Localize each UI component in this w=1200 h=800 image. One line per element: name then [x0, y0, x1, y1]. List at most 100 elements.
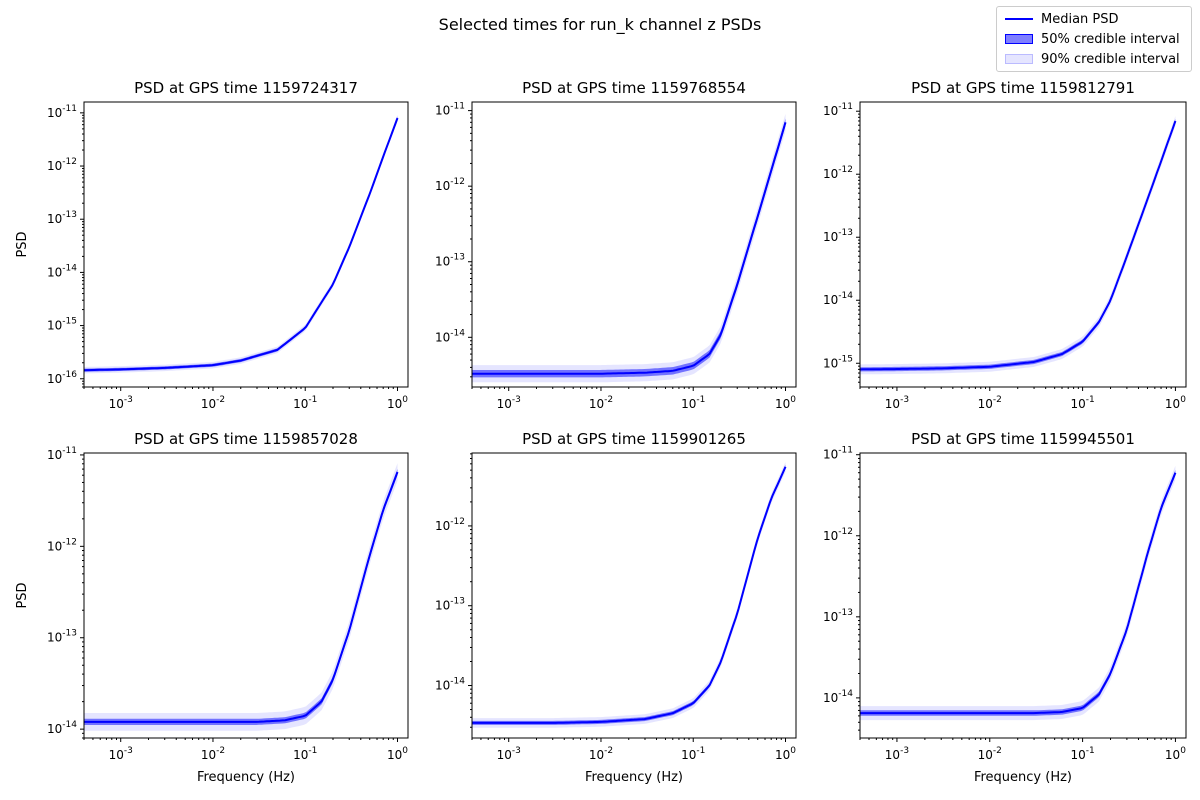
- x-tick-label: 10-1: [1070, 746, 1094, 762]
- y-tick-label: 10-14: [435, 328, 465, 344]
- x-tick-label: 100: [775, 395, 796, 411]
- y-tick-label: 10-13: [47, 629, 77, 645]
- median-psd-line: [472, 122, 787, 375]
- x-tick-label: 100: [1165, 395, 1186, 411]
- y-tick-label: 10-14: [823, 689, 853, 705]
- y-tick-label: 10-13: [435, 253, 465, 269]
- median-psd-line: [84, 117, 399, 372]
- y-tick-label: 10-11: [435, 102, 465, 118]
- y-tick-label: 10-14: [823, 291, 853, 307]
- ci50-band: [472, 118, 786, 378]
- subplot-3: 10-3 10-2 10-1 100 10-15 10-14 10-13 10-12 10-11…: [823, 79, 1187, 411]
- ci50-swatch: [1005, 34, 1033, 44]
- ci50-band: [860, 118, 1176, 372]
- y-tick-label: 10-13: [435, 597, 465, 613]
- ci50-band: [84, 469, 398, 725]
- x-tick-label: 10-1: [293, 395, 317, 411]
- x-tick-label: 10-3: [885, 746, 909, 762]
- x-tick-label: 10-3: [497, 746, 521, 762]
- y-tick-label: 10-12: [47, 537, 77, 553]
- x-tick-label: 10-1: [293, 746, 317, 762]
- y-tick-label: 10-13: [47, 210, 77, 226]
- y-tick-label: 10-12: [435, 177, 465, 193]
- subplot-title: PSD at GPS time 1159812791: [911, 79, 1135, 97]
- y-tick-label: 10-16: [47, 370, 77, 386]
- x-axis-label: Frequency (Hz): [585, 770, 683, 785]
- y-tick-label: 10-15: [47, 317, 77, 333]
- ci50-band: [472, 464, 786, 725]
- subplot-5: 10-3 10-2 10-1 100 10-14 10-13 10-12 PSD at GPS…: [435, 430, 797, 785]
- x-tick-label: 10-2: [589, 746, 613, 762]
- y-tick-label: 10-11: [823, 102, 853, 118]
- figure-suptitle: Selected times for run_k channel z PSDs: [439, 15, 762, 35]
- legend-item-50: 50% credible interval: [1005, 29, 1180, 49]
- axes-frame: [83, 101, 409, 388]
- legend: Median PSD 50% credible interval 90% cre…: [996, 6, 1192, 72]
- subplot-title: PSD at GPS time 1159857028: [134, 430, 358, 448]
- x-tick-label: 10-1: [1070, 395, 1094, 411]
- median-psd-line: [84, 471, 399, 723]
- x-tick-label: 10-2: [978, 395, 1002, 411]
- axes-frame: [471, 452, 797, 739]
- axes-frame: [859, 101, 1187, 388]
- y-tick-label: 10-14: [47, 263, 77, 279]
- ci90-band: [472, 113, 786, 383]
- subplot-1: 10-3 10-2 10-1 100 10-16 10-15 10-14 10-13 10-12…: [15, 79, 409, 411]
- subplot-6: 10-3 10-2 10-1 100 10-14 10-13 10-12 10-11 PSD a…: [823, 430, 1187, 785]
- y-tick-label: 10-13: [823, 608, 853, 624]
- subplot-title: PSD at GPS time 1159901265: [522, 430, 746, 448]
- y-tick-label: 10-14: [47, 720, 77, 736]
- x-tick-label: 10-2: [589, 395, 613, 411]
- median-psd-line: [860, 120, 1177, 371]
- subplot-2: 10-3 10-2 10-1 100 10-14 10-13 10-12 10-11 PSD a…: [435, 79, 797, 411]
- x-tick-label: 100: [775, 746, 796, 762]
- legend-label-90: 90% credible interval: [1041, 51, 1180, 67]
- ci90-swatch: [1005, 54, 1033, 64]
- x-tick-label: 100: [387, 395, 408, 411]
- ci90-band: [860, 465, 1176, 721]
- subplot-title: PSD at GPS time 1159945501: [911, 430, 1135, 448]
- legend-label-median: Median PSD: [1041, 11, 1119, 27]
- x-tick-label: 10-3: [109, 746, 133, 762]
- y-tick-label: 10-12: [435, 517, 465, 533]
- x-tick-label: 10-2: [201, 746, 225, 762]
- y-tick-label: 10-12: [47, 157, 77, 173]
- subplot-4: 10-3 10-2 10-1 100 10-14 10-13 10-12 10-11 PSD a…: [15, 430, 409, 785]
- y-tick-label: 10-12: [823, 527, 853, 543]
- x-tick-label: 100: [1165, 746, 1186, 762]
- subplot-grid: 10-3 10-2 10-1 100 10-16 10-15 10-14 10-13 10-12…: [15, 79, 1187, 785]
- y-axis-label: PSD: [15, 231, 30, 257]
- x-tick-label: 10-2: [978, 746, 1002, 762]
- axes-frame: [859, 452, 1187, 739]
- ci50-band: [860, 470, 1176, 716]
- axes-frame: [471, 101, 797, 388]
- y-tick-label: 10-11: [47, 104, 77, 120]
- x-tick-label: 10-1: [681, 395, 705, 411]
- x-tick-label: 10-3: [109, 395, 133, 411]
- x-tick-label: 10-3: [497, 395, 521, 411]
- x-tick-label: 100: [387, 746, 408, 762]
- y-tick-label: 10-14: [435, 677, 465, 693]
- median-line-swatch: [1005, 18, 1033, 20]
- legend-item-median: Median PSD: [1005, 9, 1119, 29]
- median-psd-line: [860, 472, 1177, 715]
- ci90-band: [84, 114, 398, 374]
- subplot-title: PSD at GPS time 1159724317: [134, 79, 358, 97]
- y-tick-label: 10-13: [823, 228, 853, 244]
- ci90-band: [860, 116, 1176, 375]
- y-tick-label: 10-11: [47, 446, 77, 462]
- subplot-title: PSD at GPS time 1159768554: [522, 79, 746, 97]
- y-axis-label: PSD: [15, 582, 30, 608]
- median-psd-line: [472, 466, 787, 724]
- y-tick-label: 10-12: [823, 165, 853, 181]
- x-tick-label: 10-1: [681, 746, 705, 762]
- y-tick-label: 10-15: [823, 354, 853, 370]
- x-tick-label: 10-3: [885, 395, 909, 411]
- x-axis-label: Frequency (Hz): [974, 770, 1072, 785]
- ci90-band: [84, 463, 398, 731]
- x-tick-label: 10-2: [201, 395, 225, 411]
- ci90-band: [472, 462, 786, 728]
- x-axis-label: Frequency (Hz): [197, 770, 295, 785]
- axes-frame: [83, 452, 409, 739]
